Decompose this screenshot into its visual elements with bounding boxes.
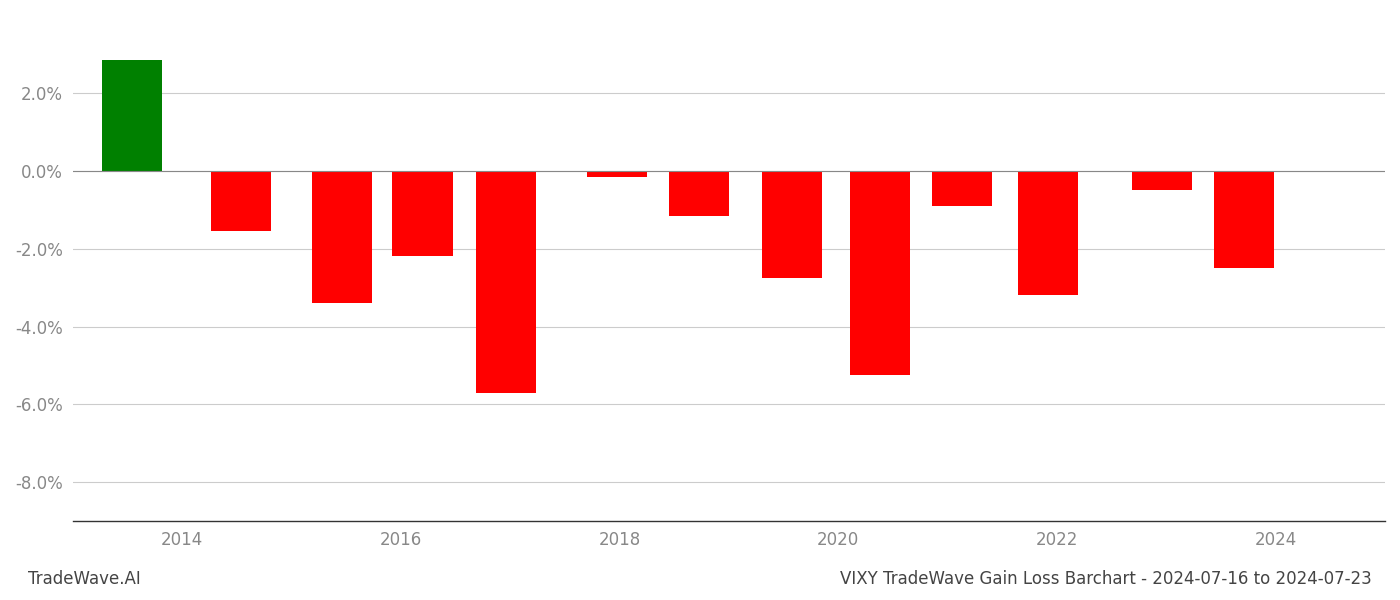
Bar — [1131, 171, 1191, 190]
Bar — [476, 171, 536, 393]
Bar — [931, 171, 991, 206]
Text: TradeWave.AI: TradeWave.AI — [28, 570, 141, 588]
Text: VIXY TradeWave Gain Loss Barchart - 2024-07-16 to 2024-07-23: VIXY TradeWave Gain Loss Barchart - 2024… — [840, 570, 1372, 588]
Bar — [211, 171, 272, 231]
Bar — [669, 171, 729, 215]
Bar — [392, 171, 452, 256]
Bar — [850, 171, 910, 375]
Bar — [587, 171, 647, 176]
Bar — [1018, 171, 1078, 295]
Bar — [1214, 171, 1274, 268]
Bar — [312, 171, 372, 303]
Bar — [102, 60, 162, 171]
Bar — [762, 171, 822, 278]
